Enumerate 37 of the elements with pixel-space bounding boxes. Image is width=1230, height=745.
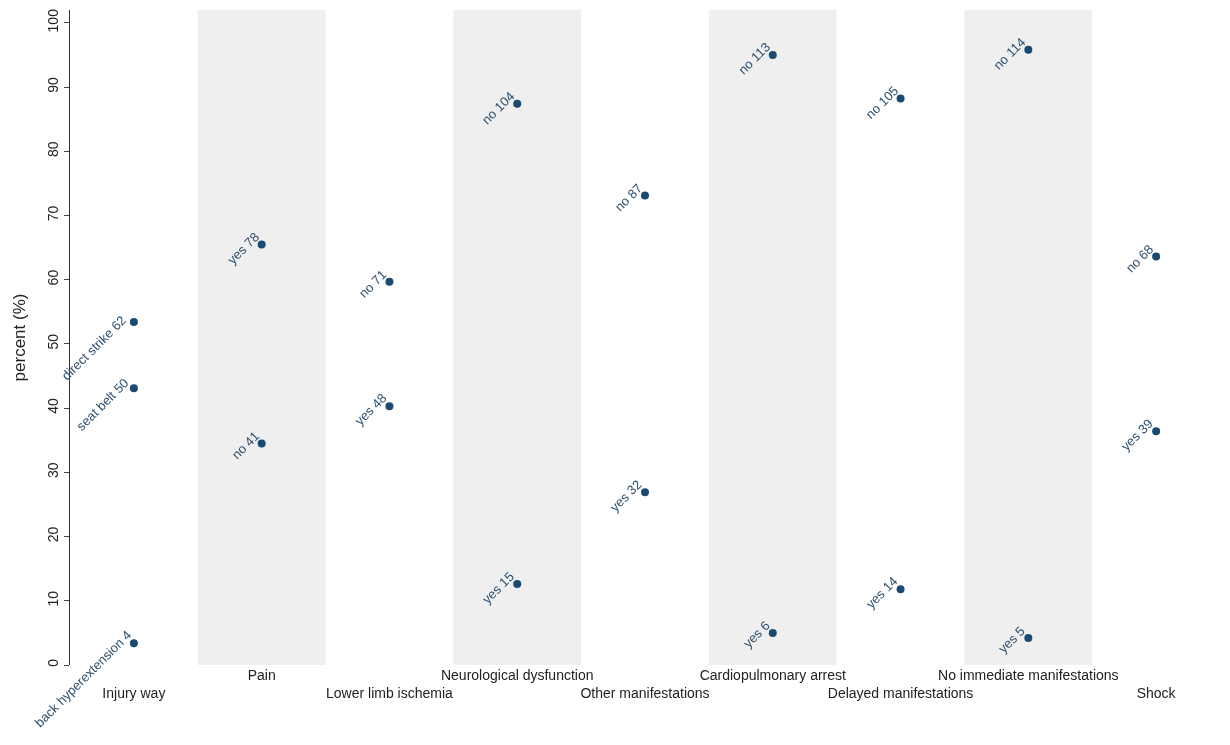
data-label: yes 48 <box>351 390 390 429</box>
x-tick-label: Cardiopulmonary arrest <box>699 667 847 683</box>
y-tick-label: 40 <box>45 398 62 414</box>
data-label: yes 15 <box>479 568 517 607</box>
data-label: yes 32 <box>607 476 645 515</box>
data-label: no 68 <box>1122 241 1157 276</box>
x-tick-label: Lower limb ischemia <box>326 685 454 702</box>
y-tick-label: 50 <box>45 333 62 350</box>
y-tick-label: 30 <box>45 462 62 479</box>
data-label: seat belt 50 <box>73 375 132 434</box>
data-label: no 105 <box>862 83 902 122</box>
data-label: yes 5 <box>995 623 1028 656</box>
data-label: no 104 <box>478 88 518 128</box>
data-label: no 113 <box>735 39 774 78</box>
y-tick-label: 0 <box>45 658 62 667</box>
x-tick-label: Neurological dysfunction <box>440 667 594 683</box>
y-tick-label: 10 <box>45 590 62 607</box>
x-tick-label: Delayed manifestations <box>827 685 974 702</box>
y-axis-title: percent (%) <box>9 293 29 382</box>
data-label: no 114 <box>990 34 1029 73</box>
data-label: no 41 <box>228 428 263 463</box>
y-tick-label: 90 <box>45 76 62 93</box>
x-tick-label: Shock <box>1136 685 1177 702</box>
y-tick-label: 100 <box>45 8 62 33</box>
data-label: yes 78 <box>224 229 263 268</box>
data-label: yes 39 <box>1118 415 1156 454</box>
x-tick-label: Pain <box>247 667 276 683</box>
x-tick-label: No immediate manifestations <box>938 667 1119 683</box>
y-tick-label: 70 <box>45 205 62 222</box>
data-label: no 87 <box>611 180 646 215</box>
data-label: no 71 <box>355 267 390 301</box>
x-tick-label: Other manifestations <box>580 685 710 702</box>
y-tick-label: 80 <box>45 141 62 157</box>
data-label: yes 6 <box>740 617 773 651</box>
y-tick-label: 60 <box>45 269 62 286</box>
y-tick-label: 20 <box>45 526 62 543</box>
data-label: yes 14 <box>862 573 901 612</box>
